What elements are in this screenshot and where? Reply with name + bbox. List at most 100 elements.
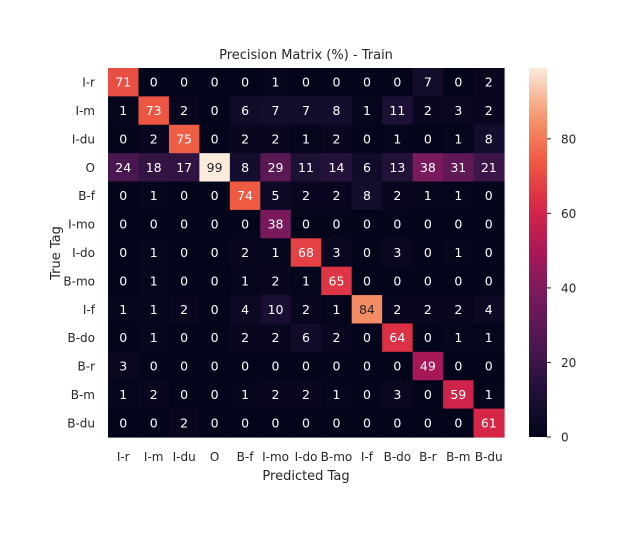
heatmap-cell-label: 0 — [180, 217, 188, 232]
heatmap-cell — [351, 68, 383, 97]
heatmap-cell-label: 0 — [241, 415, 249, 430]
heatmap-cell-label: 2 — [485, 75, 493, 90]
heatmap-cell-label: 1 — [150, 188, 158, 203]
heatmap-cell — [443, 238, 475, 268]
heatmap-cell — [321, 351, 353, 381]
heatmap-cell — [229, 238, 261, 268]
heatmap-cell — [108, 351, 140, 381]
heatmap-cell-label: 11 — [389, 103, 405, 118]
heatmap-cell — [199, 124, 231, 154]
heatmap-cell — [382, 238, 414, 268]
heatmap-cell-label: 0 — [211, 415, 219, 430]
heatmap-cell — [290, 68, 322, 97]
heatmap-cell-label: 0 — [302, 217, 310, 232]
heatmap-cell — [168, 68, 200, 97]
heatmap-cell-label: 2 — [424, 302, 432, 317]
heatmap-cell — [260, 96, 292, 126]
heatmap-cell — [290, 266, 322, 296]
heatmap-cell-label: 0 — [485, 359, 493, 374]
heatmap-cell-label: 0 — [332, 217, 340, 232]
heatmap-cell-label: 0 — [393, 217, 401, 232]
heatmap-cell — [108, 209, 140, 239]
heatmap-cell — [168, 209, 200, 239]
heatmap-cell — [473, 408, 505, 438]
heatmap-cell-label: 8 — [241, 160, 249, 175]
heatmap-cell-label: 1 — [363, 103, 371, 118]
heatmap-cell-label: 1 — [150, 273, 158, 288]
heatmap-cell — [321, 266, 353, 296]
heatmap-cell — [260, 380, 292, 410]
heatmap-cell — [260, 323, 292, 353]
heatmap-cell — [443, 266, 475, 296]
heatmap-cell-label: 2 — [272, 273, 280, 288]
heatmap-cell-label: 1 — [119, 387, 127, 402]
heatmap-cell — [108, 124, 140, 154]
y-tick-label: I-do — [72, 246, 95, 260]
heatmap-cell — [382, 408, 414, 438]
heatmap-cell-label: 6 — [302, 330, 310, 345]
heatmap-cell-label: 0 — [332, 75, 340, 90]
heatmap-cell — [351, 209, 383, 239]
heatmap-cell-label: 7 — [272, 103, 280, 118]
heatmap-cell — [138, 68, 170, 97]
x-tick-label: B-m — [446, 450, 470, 464]
heatmap-cell — [229, 266, 261, 296]
heatmap-cell-label: 0 — [211, 217, 219, 232]
heatmap-cell-label: 0 — [302, 415, 310, 430]
heatmap-cell-label: 2 — [180, 103, 188, 118]
x-tick-label: B-do — [384, 450, 412, 464]
heatmap-cell-label: 0 — [272, 359, 280, 374]
heatmap-cell-label: 0 — [180, 359, 188, 374]
heatmap-cell-label: 0 — [485, 188, 493, 203]
heatmap-cell-label: 0 — [211, 273, 219, 288]
heatmap-cell — [229, 181, 261, 211]
heatmap-cell — [108, 238, 140, 268]
heatmap-cell — [382, 295, 414, 325]
heatmap-cell-label: 1 — [272, 245, 280, 260]
heatmap-cell — [229, 96, 261, 126]
heatmap-cell-label: 1 — [150, 245, 158, 260]
heatmap-cell — [290, 209, 322, 239]
y-tick-labels: I-r I-m I-du O B-f I-mo I-do B-mo I-f B-do B-r B-m B… — [63, 76, 95, 431]
heatmap-cell — [382, 181, 414, 211]
heatmap-cell-label: 1 — [272, 75, 280, 90]
heatmap-cell — [412, 295, 444, 325]
heatmap-cell — [260, 238, 292, 268]
heatmap-cell — [199, 323, 231, 353]
colorbar-tick-labels: 0 20 40 60 80 — [547, 132, 576, 445]
heatmap-cell-label: 0 — [363, 415, 371, 430]
heatmap-cell-label: 0 — [150, 359, 158, 374]
heatmap-cell — [321, 124, 353, 154]
heatmap-cell — [351, 181, 383, 211]
heatmap-cell — [168, 96, 200, 126]
heatmap-cell — [260, 295, 292, 325]
heatmap-cell — [382, 209, 414, 239]
heatmap-cell-label: 1 — [302, 273, 310, 288]
heatmap-cell — [260, 68, 292, 97]
heatmap-cell-label: 0 — [454, 273, 462, 288]
x-axis-label: Predicted Tag — [262, 469, 349, 484]
heatmap-cell — [443, 181, 475, 211]
heatmap-cell — [229, 408, 261, 438]
heatmap-cell-label: 10 — [268, 302, 284, 317]
heatmap-cell-label: 2 — [241, 131, 249, 146]
heatmap-cell — [229, 68, 261, 97]
heatmap-cell-label: 75 — [176, 131, 192, 146]
heatmap-cell — [199, 96, 231, 126]
heatmap-cell-label: 0 — [454, 75, 462, 90]
heatmap-cell — [473, 181, 505, 211]
heatmap-cell — [199, 266, 231, 296]
heatmap-cell — [168, 153, 200, 183]
heatmap-cell — [199, 153, 231, 183]
heatmap-cell-label: 1 — [302, 131, 310, 146]
heatmap-cell-label: 0 — [393, 415, 401, 430]
heatmap-cell-label: 2 — [150, 387, 158, 402]
heatmap-cell — [290, 351, 322, 381]
heatmap-cell — [443, 351, 475, 381]
heatmap-cell — [382, 153, 414, 183]
heatmap-cell — [199, 68, 231, 97]
heatmap-cell-label: 6 — [363, 160, 371, 175]
heatmap-cell-label: 99 — [207, 160, 223, 175]
heatmap-cell — [473, 351, 505, 381]
